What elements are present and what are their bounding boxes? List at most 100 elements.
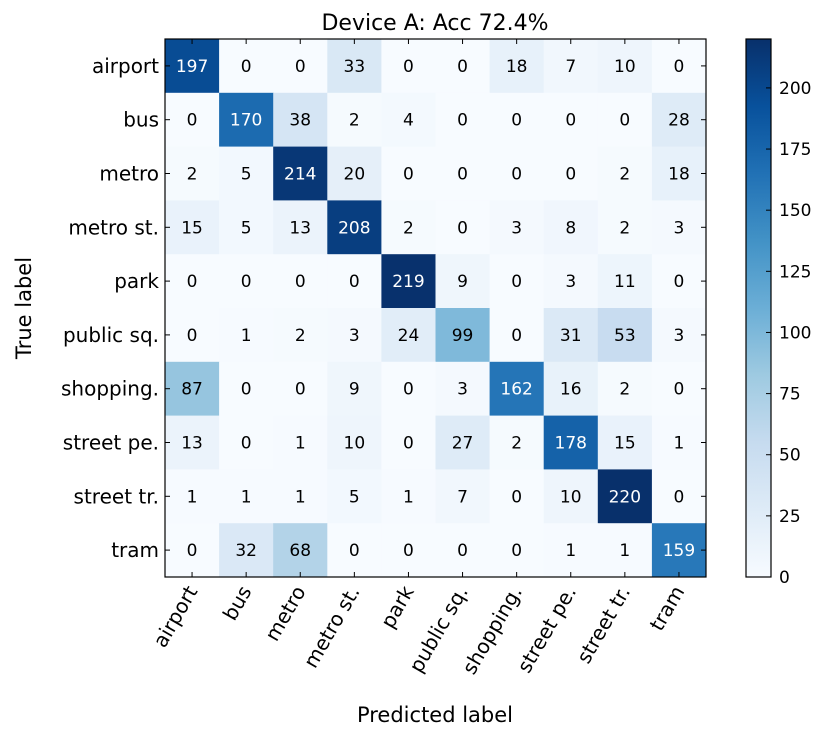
x-tick-label: tram <box>645 582 690 635</box>
heatmap-cell <box>327 523 382 578</box>
cell-value-label: 5 <box>241 165 252 185</box>
heatmap-cell <box>381 254 436 309</box>
cell-value-label: 0 <box>511 111 522 131</box>
cell-value-label: 2 <box>511 434 522 454</box>
colorbar-tick-label: 25 <box>779 507 801 527</box>
heatmap-cell <box>273 523 328 578</box>
heatmap-cell <box>435 308 490 363</box>
heatmap-cell <box>651 469 707 524</box>
heatmap-cell <box>327 146 382 201</box>
x-tick-label: park <box>376 581 419 632</box>
heatmap-cell <box>273 254 328 309</box>
y-tick-label: tram <box>111 538 159 562</box>
cell-value-label: 0 <box>241 434 252 454</box>
x-axis-label: Predicted label <box>357 703 513 727</box>
cell-value-label: 2 <box>187 165 198 185</box>
cell-value-label: 0 <box>241 57 252 77</box>
heatmap-cell <box>435 254 490 309</box>
colorbar-tick-label: 175 <box>779 140 811 160</box>
heatmap-cell <box>327 361 382 416</box>
heatmap-cell <box>597 92 653 147</box>
cell-value-label: 18 <box>506 57 528 77</box>
cell-value-label: 0 <box>403 541 414 561</box>
heatmap-cell <box>597 254 653 309</box>
cell-value-label: 3 <box>457 380 468 400</box>
cell-value-label: 3 <box>349 326 360 346</box>
cell-value-label: 0 <box>511 272 522 292</box>
heatmap-cell <box>597 361 653 416</box>
cell-value-label: 0 <box>457 541 468 561</box>
heatmap-cell <box>219 200 274 255</box>
cell-value-label: 0 <box>241 272 252 292</box>
cell-value-label: 1 <box>565 541 576 561</box>
cell-value-label: 0 <box>565 111 576 131</box>
heatmap-cell <box>165 361 220 416</box>
colorbar-tick-label: 50 <box>779 446 801 466</box>
y-tick-label: street tr. <box>74 484 159 508</box>
heatmap-cell <box>543 361 599 416</box>
heatmap-cell <box>273 415 328 470</box>
colorbar-tick-label: 0 <box>779 568 790 588</box>
cell-value-label: 1 <box>295 487 306 507</box>
y-tick-label: bus <box>123 108 159 132</box>
heatmap-cell <box>651 39 707 94</box>
heatmap-cell <box>651 254 707 309</box>
x-tick-label: bus <box>218 582 257 625</box>
colorbar-tick-label: 100 <box>779 323 811 343</box>
heatmap-cell <box>543 200 599 255</box>
x-tick-label: street tr. <box>572 582 636 668</box>
cell-value-label: 0 <box>187 272 198 292</box>
cell-value-label: 9 <box>349 380 360 400</box>
heatmap-cells <box>165 39 707 578</box>
y-tick-label: metro st. <box>68 215 159 239</box>
cell-value-label: 28 <box>668 111 690 131</box>
cell-value-label: 3 <box>511 218 522 238</box>
cell-value-label: 53 <box>614 326 636 346</box>
heatmap-cell <box>327 200 382 255</box>
cell-value-label: 0 <box>619 111 630 131</box>
y-tick-label: shopping. <box>61 377 159 401</box>
heatmap-cell <box>165 146 220 201</box>
cell-value-label: 219 <box>392 272 424 292</box>
cell-value-label: 0 <box>241 380 252 400</box>
colorbar-tick-label: 75 <box>779 385 801 405</box>
heatmap-cell <box>273 39 328 94</box>
heatmap-cell <box>327 92 382 147</box>
heatmap-cell <box>543 39 599 94</box>
heatmap-cell <box>489 361 545 416</box>
heatmap-cell <box>165 254 220 309</box>
heatmap-cell <box>543 523 599 578</box>
cell-value-label: 197 <box>176 57 208 77</box>
heatmap-cell <box>165 415 220 470</box>
cell-value-label: 0 <box>457 57 468 77</box>
heatmap-cell <box>327 254 382 309</box>
colorbar-ticks: 0 25 50 75 100 125 150 175 200 <box>766 79 811 588</box>
cell-value-label: 11 <box>614 272 636 292</box>
cell-value-label: 3 <box>674 218 685 238</box>
cell-value-label: 0 <box>511 487 522 507</box>
cell-value-label: 0 <box>187 111 198 131</box>
cell-value-label: 0 <box>565 165 576 185</box>
heatmap-cell <box>219 39 274 94</box>
heatmap-cell <box>597 308 653 363</box>
cell-value-label: 0 <box>295 380 306 400</box>
cell-value-label: 13 <box>289 218 311 238</box>
heatmap-cell <box>435 361 490 416</box>
cell-value-label: 0 <box>403 57 414 77</box>
heatmap-cell <box>381 523 436 578</box>
cell-value-label: 5 <box>349 487 360 507</box>
heatmap-cell <box>651 523 707 578</box>
colorbar-tick-label: 125 <box>779 262 811 282</box>
chart-title: Device A: Acc 72.4% <box>321 11 548 36</box>
heatmap-cell <box>381 39 436 94</box>
y-tick-label: airport <box>92 54 159 78</box>
cell-value-label: 2 <box>619 380 630 400</box>
cell-value-label: 170 <box>230 111 262 131</box>
heatmap-cell <box>543 92 599 147</box>
cell-value-label: 0 <box>295 272 306 292</box>
cell-value-label: 9 <box>457 272 468 292</box>
cell-value-label: 24 <box>398 326 420 346</box>
heatmap-cell <box>219 254 274 309</box>
heatmap-cell <box>489 146 545 201</box>
